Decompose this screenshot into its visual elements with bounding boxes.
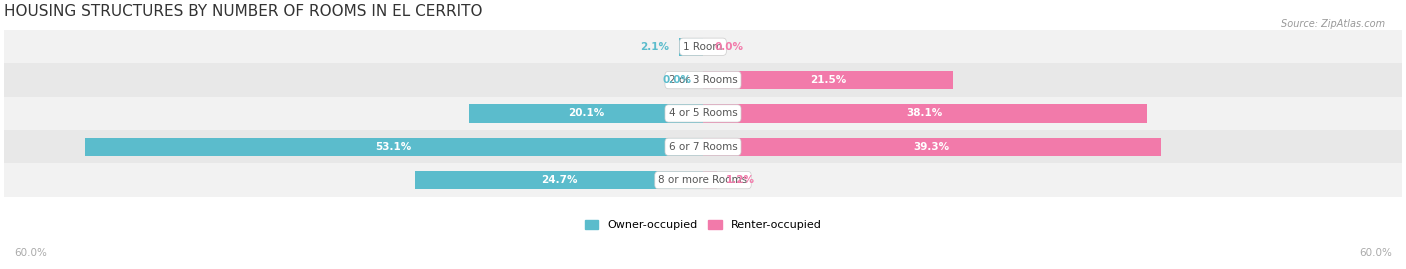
Text: Source: ZipAtlas.com: Source: ZipAtlas.com xyxy=(1281,19,1385,29)
Bar xyxy=(415,171,703,189)
Bar xyxy=(4,130,1402,164)
Bar xyxy=(703,138,1161,156)
Bar xyxy=(703,71,953,89)
Bar xyxy=(703,104,1147,123)
Bar xyxy=(468,104,703,123)
Legend: Owner-occupied, Renter-occupied: Owner-occupied, Renter-occupied xyxy=(581,216,825,235)
Text: 24.7%: 24.7% xyxy=(541,175,578,185)
Text: 4 or 5 Rooms: 4 or 5 Rooms xyxy=(669,108,737,118)
Text: 60.0%: 60.0% xyxy=(1360,248,1392,258)
Bar xyxy=(4,63,1402,97)
Text: 0.0%: 0.0% xyxy=(662,75,692,85)
Text: 8 or more Rooms: 8 or more Rooms xyxy=(658,175,748,185)
Text: 2.1%: 2.1% xyxy=(640,42,669,52)
Text: 0.0%: 0.0% xyxy=(714,42,744,52)
Text: 1.2%: 1.2% xyxy=(727,175,755,185)
Text: 21.5%: 21.5% xyxy=(810,75,846,85)
Text: 60.0%: 60.0% xyxy=(14,248,46,258)
Text: 1 Room: 1 Room xyxy=(683,42,723,52)
Text: 2 or 3 Rooms: 2 or 3 Rooms xyxy=(669,75,737,85)
Text: 53.1%: 53.1% xyxy=(375,142,412,152)
Bar xyxy=(4,164,1402,197)
Bar xyxy=(4,30,1402,63)
Bar xyxy=(4,97,1402,130)
Text: 39.3%: 39.3% xyxy=(914,142,950,152)
Bar xyxy=(703,171,717,189)
Text: 20.1%: 20.1% xyxy=(568,108,605,118)
Bar xyxy=(679,38,703,56)
Bar xyxy=(84,138,703,156)
Text: HOUSING STRUCTURES BY NUMBER OF ROOMS IN EL CERRITO: HOUSING STRUCTURES BY NUMBER OF ROOMS IN… xyxy=(4,4,482,19)
Text: 38.1%: 38.1% xyxy=(907,108,943,118)
Text: 6 or 7 Rooms: 6 or 7 Rooms xyxy=(669,142,737,152)
